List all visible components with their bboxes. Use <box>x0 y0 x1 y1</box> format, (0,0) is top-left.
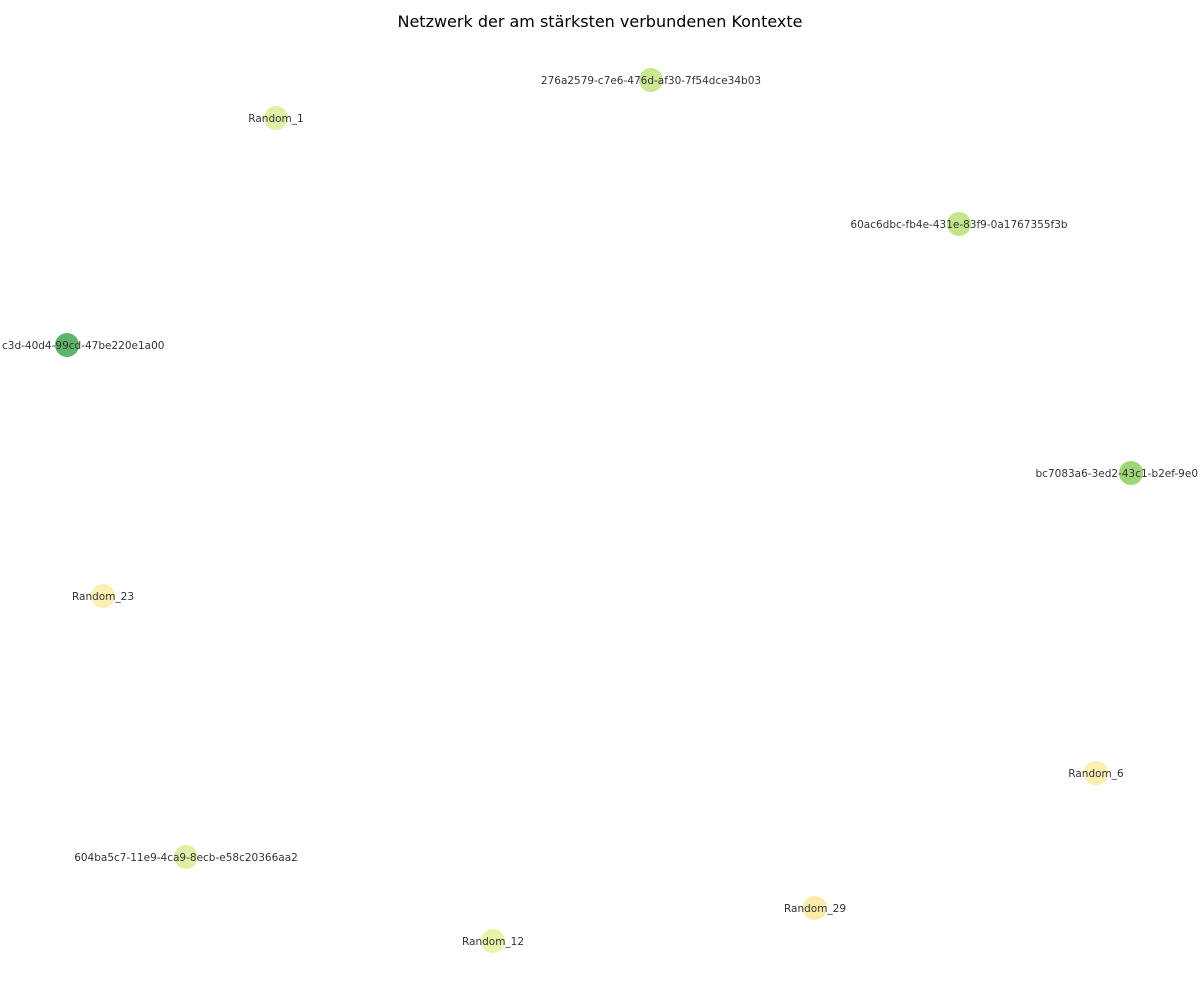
node-circle <box>174 845 198 869</box>
graph-node: Random_12 <box>462 929 524 953</box>
node-label: 60ac6dbc-fb4e-431e-83f9-0a1767355f3b <box>850 219 1068 231</box>
graph-node: bc7083a6-3ed2-43c1-b2ef-9e0 <box>1036 461 1198 485</box>
graph-node: c3d-40d4-99cd-47be220e1a00 <box>2 333 164 357</box>
graph-node: Random_6 <box>1068 761 1124 785</box>
node-circle <box>264 106 288 130</box>
graph-node: 60ac6dbc-fb4e-431e-83f9-0a1767355f3b <box>850 212 1068 236</box>
node-label: Random_6 <box>1068 768 1124 780</box>
node-label: Random_12 <box>462 936 524 948</box>
node-label: c3d-40d4-99cd-47be220e1a00 <box>2 340 164 352</box>
graph-node: Random_29 <box>784 896 846 920</box>
graph-node: Random_1 <box>248 106 304 130</box>
node-circle <box>1119 461 1143 485</box>
graph-node: 276a2579-c7e6-476d-af30-7f54dce34b03 <box>541 68 761 92</box>
node-label: Random_1 <box>248 113 303 125</box>
graph-node: Random_23 <box>72 584 134 608</box>
graph-title: Netzwerk der am stärksten verbundenen Ko… <box>397 12 803 31</box>
graph-node: 604ba5c7-11e9-4ca9-8ecb-e58c20366aa2 <box>74 845 298 869</box>
node-label: Random_29 <box>784 903 846 915</box>
node-label: 604ba5c7-11e9-4ca9-8ecb-e58c20366aa2 <box>74 852 298 864</box>
node-circle <box>481 929 505 953</box>
node-circle <box>1084 761 1108 785</box>
node-label: Random_23 <box>72 591 134 603</box>
node-circle <box>947 212 971 236</box>
node-circle <box>639 68 663 92</box>
node-circle <box>91 584 115 608</box>
node-circle <box>803 896 827 920</box>
node-label: 276a2579-c7e6-476d-af30-7f54dce34b03 <box>541 75 761 87</box>
node-circle <box>55 333 79 357</box>
node-label: bc7083a6-3ed2-43c1-b2ef-9e0 <box>1036 468 1198 480</box>
